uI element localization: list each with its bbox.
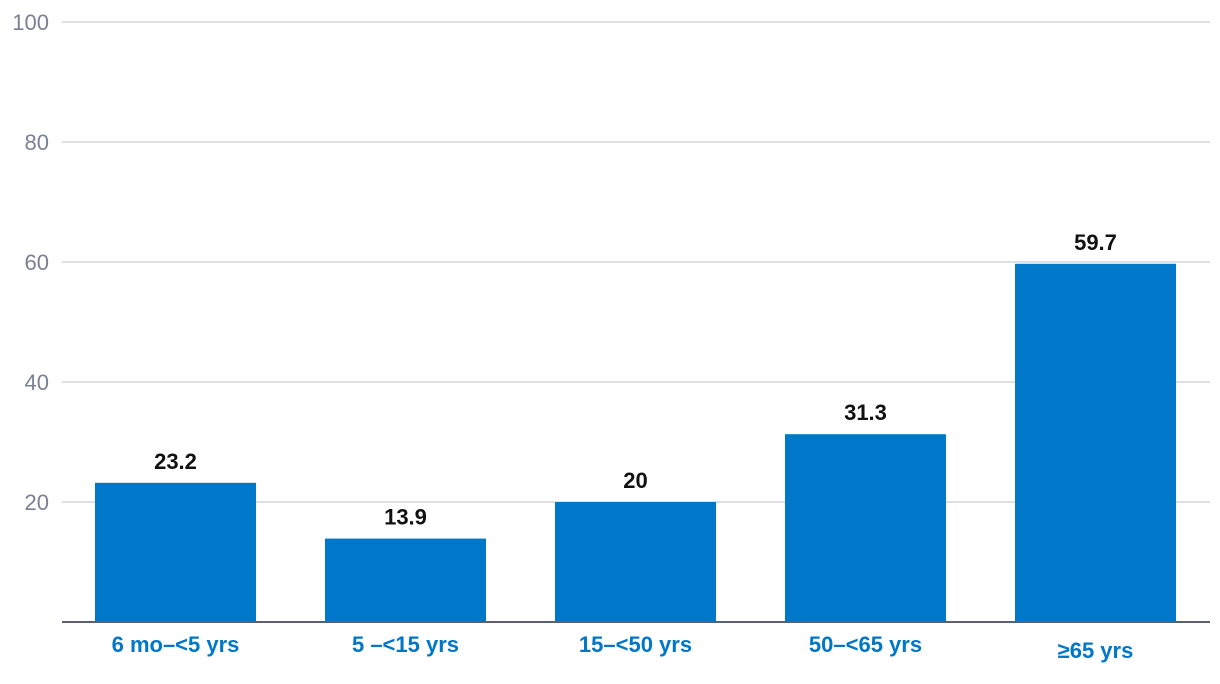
bar — [325, 538, 486, 622]
x-tick-label: ≥65 yrs — [1058, 638, 1134, 663]
x-tick-label: 5 –<15 yrs — [352, 632, 459, 657]
data-label: 13.9 — [384, 505, 427, 530]
data-label: 20 — [623, 468, 647, 493]
y-tick-label: 100 — [12, 10, 49, 35]
x-tick-label: 6 mo–<5 yrs — [112, 632, 240, 657]
data-label: 23.2 — [154, 449, 197, 474]
data-label: 31.3 — [844, 400, 887, 425]
y-tick-label: 80 — [25, 130, 49, 155]
data-label: 59.7 — [1074, 230, 1117, 255]
y-tick-label: 20 — [25, 490, 49, 515]
x-tick-label: 15–<50 yrs — [579, 632, 692, 657]
x-tick-label: 50–<65 yrs — [809, 632, 922, 657]
y-tick-label: 60 — [25, 250, 49, 275]
bar — [95, 482, 256, 622]
bar — [785, 434, 946, 622]
bar — [1015, 263, 1176, 622]
y-tick-label: 40 — [25, 370, 49, 395]
bar — [555, 502, 716, 622]
